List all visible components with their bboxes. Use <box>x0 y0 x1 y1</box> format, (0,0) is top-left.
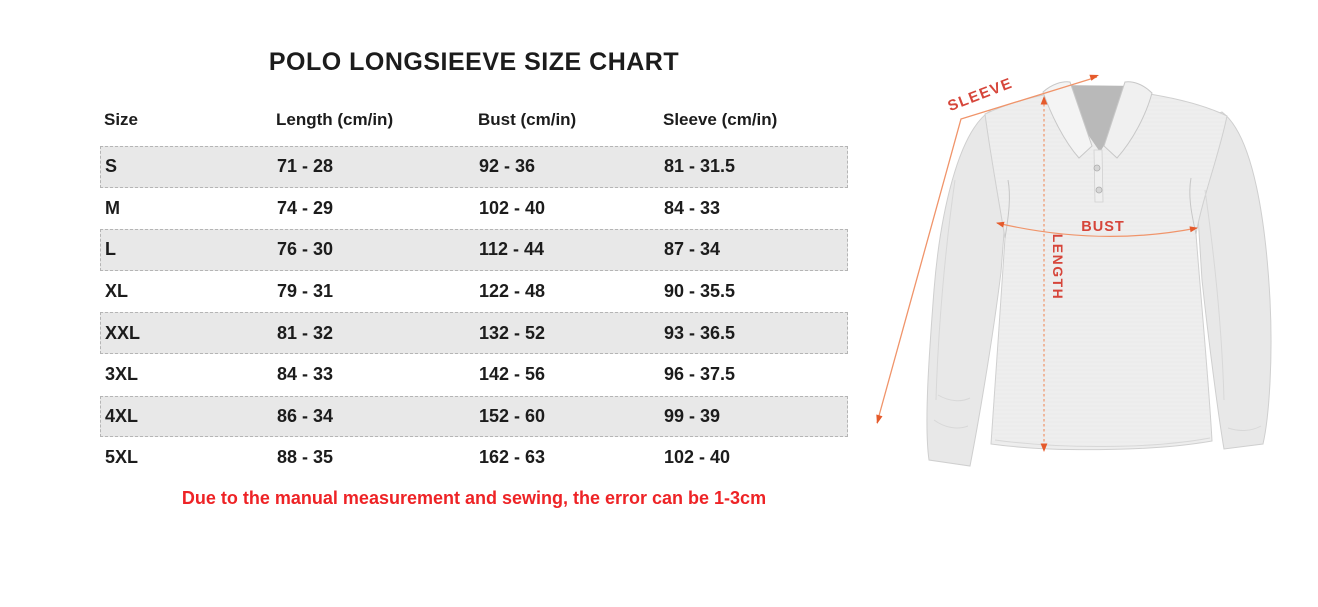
bust-label: BUST <box>1081 219 1124 235</box>
sleeve-cell: 87 - 34 <box>664 239 721 260</box>
length-label: LENGTH <box>1050 234 1066 301</box>
arrowhead-icon <box>1040 96 1048 105</box>
table-row: S 71 - 28 92 - 36 81 - 31.5 <box>100 146 848 188</box>
length-cell: 79 - 31 <box>277 281 334 302</box>
bust-cell: 112 - 44 <box>479 239 545 260</box>
length-cell: 81 - 32 <box>277 322 334 343</box>
table-body: S 71 - 28 92 - 36 81 - 31.5 M 74 - 29 10… <box>100 146 848 479</box>
header-size: Size <box>104 110 139 129</box>
size-cell: 4XL <box>105 405 139 426</box>
arrowhead-icon <box>996 221 1005 228</box>
length-cell: 74 - 29 <box>277 197 334 218</box>
size-cell: L <box>105 239 116 260</box>
header-bust: Bust (cm/in) <box>478 110 577 129</box>
bust-cell: 152 - 60 <box>479 405 546 426</box>
measurement-error-note: Due to the manual measurement and sewing… <box>181 488 767 508</box>
shirt-graphic <box>926 81 1272 467</box>
size-cell: 3XL <box>105 364 139 385</box>
sleeve-cell: 96 - 37.5 <box>664 364 736 385</box>
bust-cell: 102 - 40 <box>479 197 546 218</box>
size-cell: M <box>105 197 120 218</box>
bust-measure-line: BUST <box>996 219 1198 237</box>
size-cell: XL <box>105 281 129 302</box>
table-row: XXL 81 - 32 132 - 52 93 - 36.5 <box>100 312 848 354</box>
header-sleeve: Sleeve (cm/in) <box>663 110 778 129</box>
shirt-diagram: SLEEVE LENGTH BUST <box>860 50 1318 480</box>
bust-cell: 122 - 48 <box>479 281 546 302</box>
shirt-illustration-svg: SLEEVE LENGTH BUST <box>876 74 1272 467</box>
table-row: 5XL 88 - 35 162 - 63 102 - 40 <box>100 437 848 479</box>
arrowhead-icon <box>1040 443 1048 452</box>
table-row: 4XL 86 - 34 152 - 60 99 - 39 <box>100 395 848 438</box>
shirt-button <box>1095 186 1103 194</box>
bust-cell: 132 - 52 <box>479 322 546 343</box>
sleeve-cell: 90 - 35.5 <box>664 281 736 302</box>
header-length: Length (cm/in) <box>276 110 394 129</box>
length-cell: 76 - 30 <box>277 239 334 260</box>
size-cell: XXL <box>105 322 141 343</box>
length-cell: 88 - 35 <box>277 447 334 468</box>
length-measure-line: LENGTH <box>1040 96 1066 452</box>
shirt-placket <box>1093 149 1104 203</box>
table-row: 3XL 84 - 33 142 - 56 96 - 37.5 <box>100 354 848 396</box>
bust-cell: 92 - 36 <box>479 156 536 177</box>
sleeve-cell: 84 - 33 <box>664 197 721 218</box>
shirt-wrinkles <box>933 179 1262 448</box>
sleeve-cell: 81 - 31.5 <box>664 156 736 177</box>
arrowhead-icon <box>1189 226 1198 233</box>
length-cell: 71 - 28 <box>277 156 334 177</box>
page-title: POLO LONGSIEEVE SIZE CHART <box>268 48 680 76</box>
sleeve-cell: 99 - 39 <box>664 405 721 426</box>
size-chart-panel: POLO LONGSIEEVE SIZE CHART Size Length (… <box>100 40 848 520</box>
collar-right-flap <box>1103 81 1153 159</box>
sleeve-cell: 102 - 40 <box>664 447 731 468</box>
bust-cell: 162 - 63 <box>479 447 546 468</box>
size-cell: 5XL <box>105 447 139 468</box>
sleeve-cell: 93 - 36.5 <box>664 322 736 343</box>
shirt-button <box>1093 164 1101 172</box>
table-header-row: Size Length (cm/in) Bust (cm/in) Sleeve … <box>100 102 848 138</box>
table-row: XL 79 - 31 122 - 48 90 - 35.5 <box>100 271 848 313</box>
size-cell: S <box>105 156 118 177</box>
length-cell: 86 - 34 <box>277 405 334 426</box>
table-row: M 74 - 29 102 - 40 84 - 33 <box>100 188 848 230</box>
bust-cell: 142 - 56 <box>479 364 546 385</box>
collar-left-flap <box>1042 81 1093 159</box>
length-cell: 84 - 33 <box>277 364 334 385</box>
table-row: L 76 - 30 112 - 44 87 - 34 <box>100 229 848 271</box>
arrowhead-icon <box>1089 74 1099 81</box>
arrowhead-icon <box>876 414 883 424</box>
shirt-knit-texture <box>985 89 1227 450</box>
